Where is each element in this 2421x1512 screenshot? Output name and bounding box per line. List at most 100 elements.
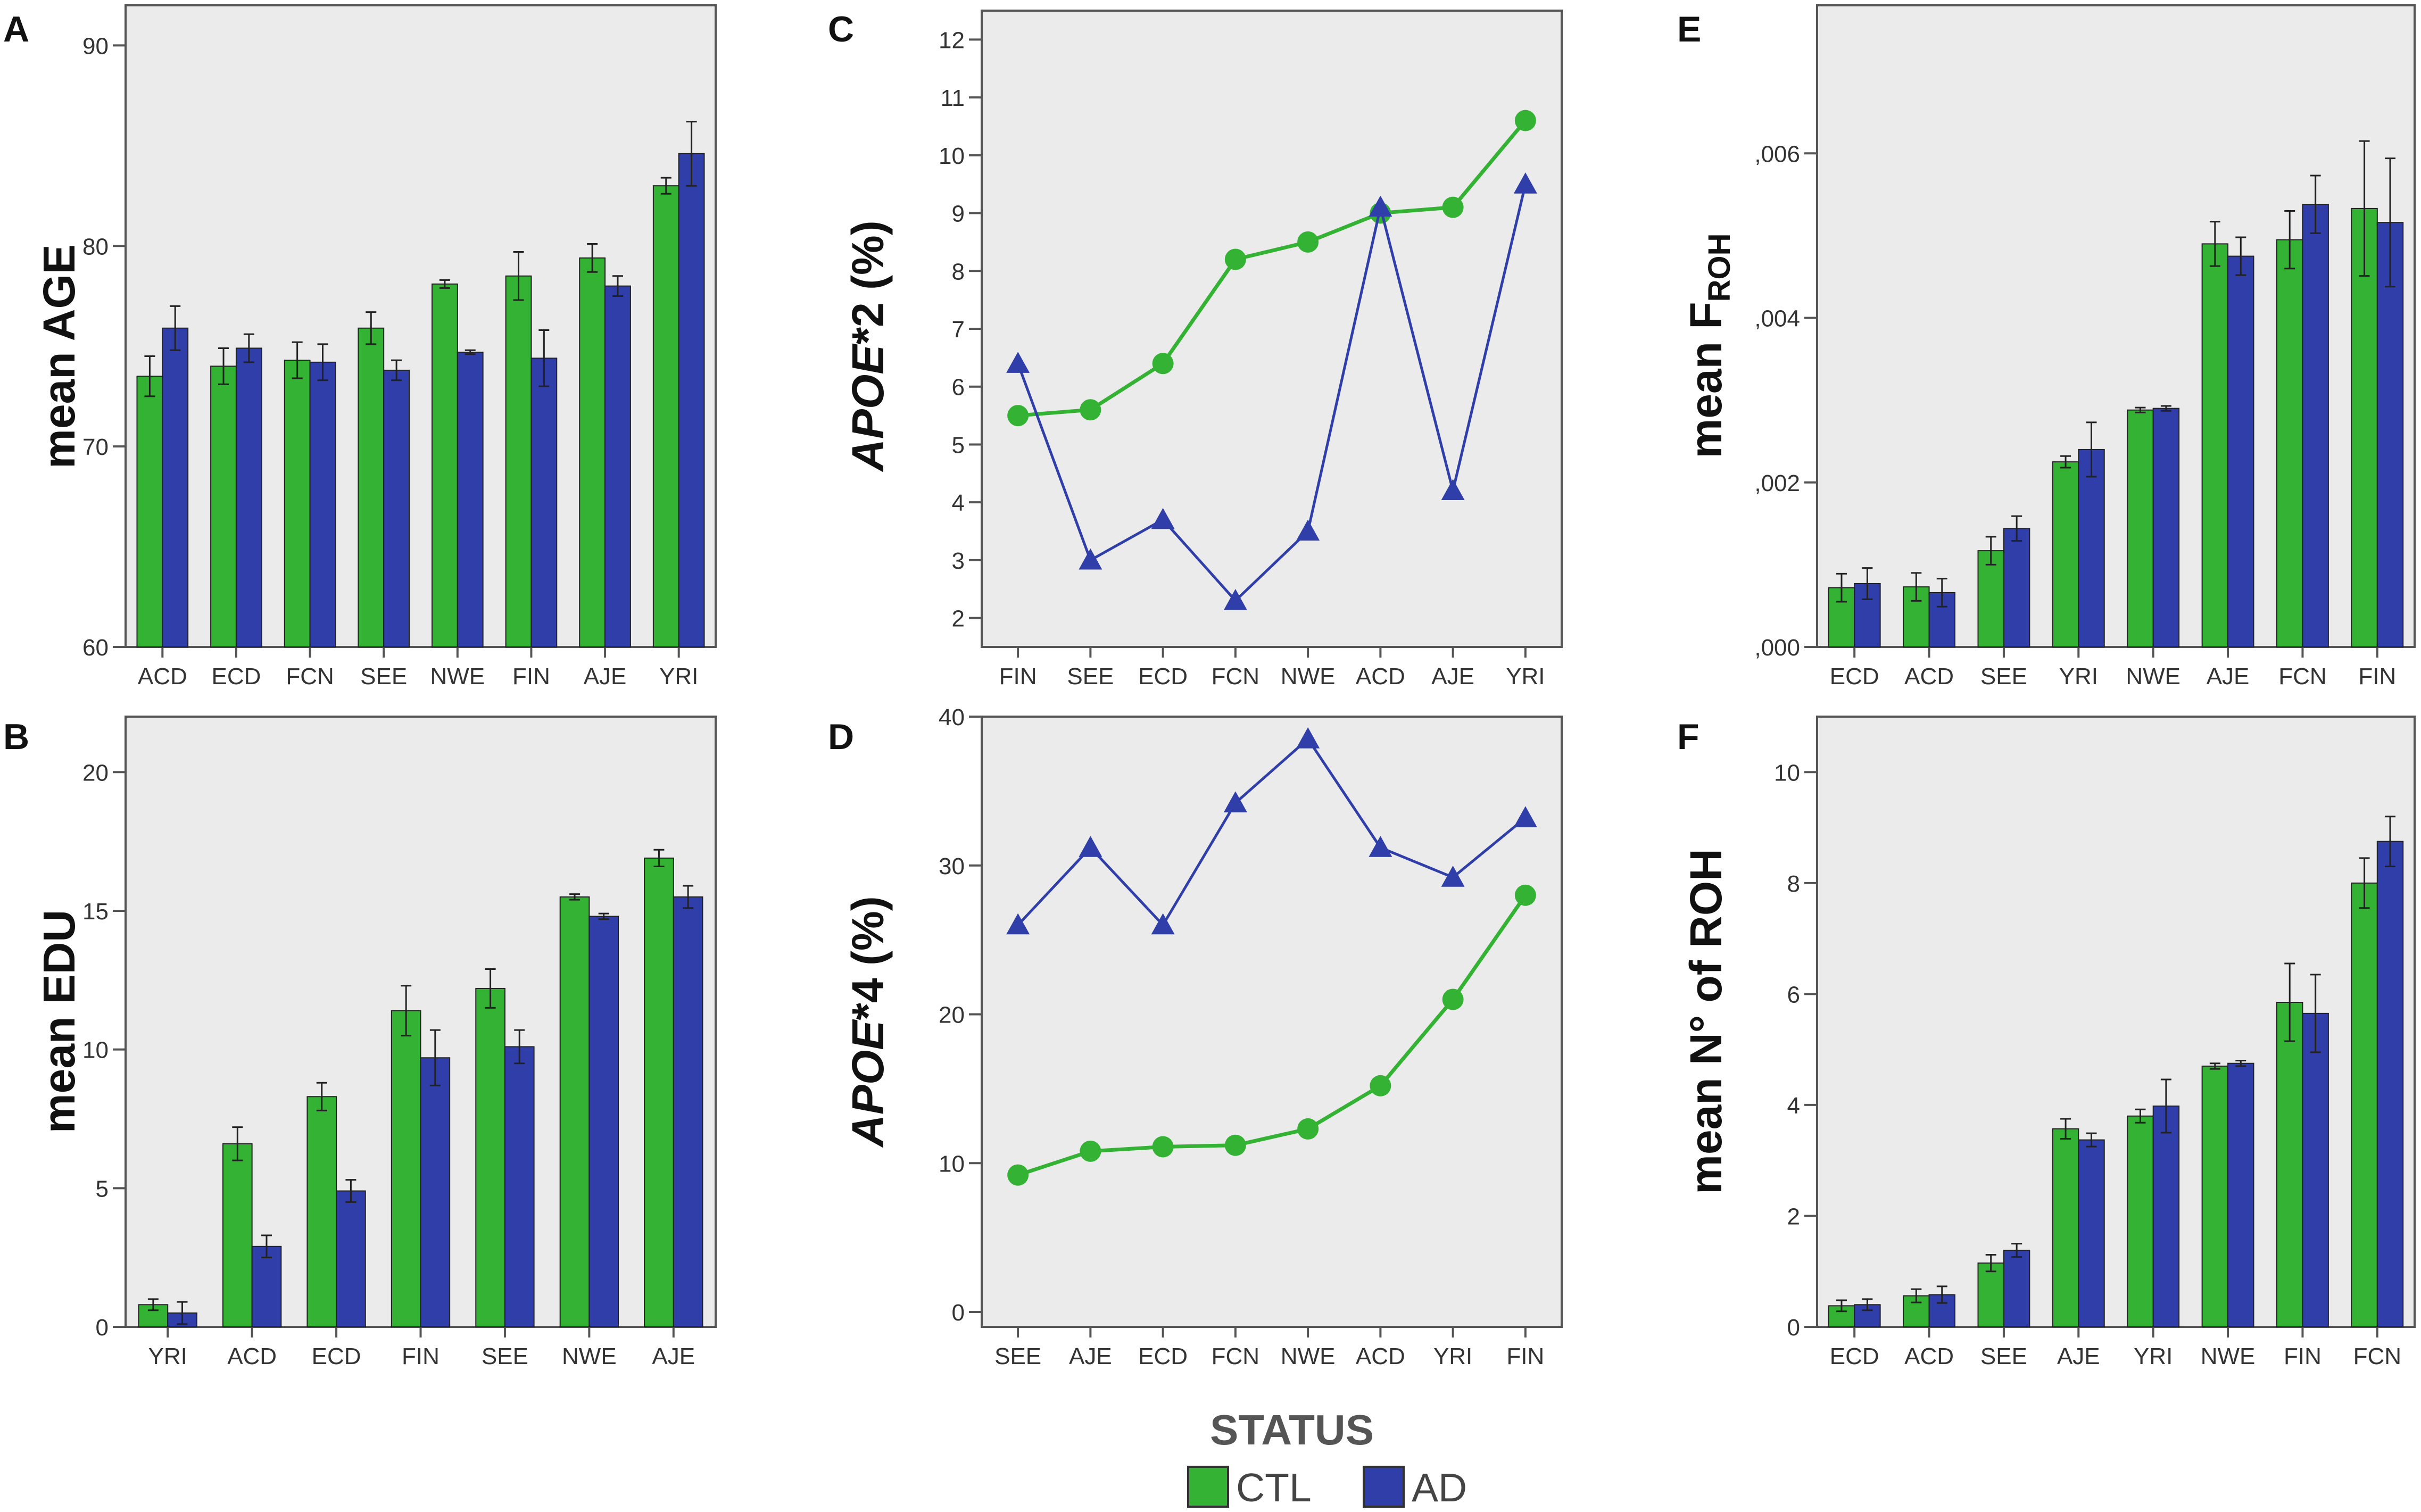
panel-label: A: [3, 9, 29, 49]
x-tick-label: FCN: [2278, 663, 2326, 689]
bar-ctl: [306, 1096, 337, 1327]
x-tick-label: YRI: [1506, 663, 1545, 689]
series-line-ad: [1016, 184, 1527, 603]
y-tick-label: 80: [82, 234, 109, 260]
y-tick-label: 5: [96, 1176, 109, 1202]
panel-b: B 0 5 10 15 20 mean EDU YRI ACD ECD FIN SEE NWE AJE: [3, 716, 717, 1369]
x-tick-label: AJE: [2207, 663, 2250, 689]
y-tick-label: 4: [1787, 1093, 1800, 1119]
point-ad: [1296, 519, 1320, 541]
x-tick-label: FIN: [2358, 663, 2396, 689]
x-tick-label: NWE: [2201, 1343, 2256, 1369]
plot-area: [981, 10, 1563, 648]
y-tick-label: 7: [952, 317, 965, 343]
y-tick-label: 10: [939, 1151, 965, 1177]
x-tick-label: NWE: [1281, 1343, 1336, 1369]
x-tick-label: YRI: [148, 1343, 187, 1369]
y-axis-title-text: mean F: [1681, 302, 1731, 458]
point-ctl: [1297, 1118, 1319, 1140]
panel-f: F 0 2 4 6 8 10 mean N° of ROH ECD ACD SEE AJE YRI NWE…: [1677, 716, 2416, 1369]
panel-label: C: [828, 9, 854, 49]
x-tick-label: FCN: [1212, 1343, 1259, 1369]
bar-ctl: [136, 376, 163, 647]
y-tick-label: 0: [96, 1315, 109, 1341]
series-line-ctl: [1017, 894, 1527, 1177]
bar-ctl: [431, 283, 458, 647]
bar-ad: [678, 153, 705, 647]
point-ad: [1441, 479, 1465, 501]
y-tick-label: 11: [940, 85, 965, 111]
y-tick-label: 40: [939, 704, 965, 730]
y-axis-title-text: mean N° of ROH: [1681, 849, 1731, 1194]
point-ad: [1079, 548, 1102, 570]
y-tick-label: 2: [1787, 1203, 1800, 1229]
bar-ad: [2376, 222, 2404, 647]
point-ad: [1513, 806, 1537, 827]
bar-ctl: [505, 275, 532, 647]
x-tick-label: ECD: [1830, 1343, 1879, 1369]
bar-ctl: [2201, 1065, 2229, 1328]
point-ctl: [1224, 1134, 1246, 1156]
bar-ctl: [1977, 1262, 2004, 1328]
y-tick-label: 4: [952, 490, 965, 516]
bar-ad: [504, 1046, 535, 1327]
point-ad: [1223, 791, 1247, 812]
y-tick-label: 0: [1787, 1315, 1800, 1341]
x-tick-label: AJE: [652, 1343, 695, 1369]
bar-ctl: [2351, 207, 2378, 647]
panel-label: D: [828, 717, 854, 757]
bar-ad: [530, 358, 558, 647]
point-ad: [1296, 727, 1320, 749]
y-tick-label: 3: [952, 548, 965, 574]
y-tick-label: 70: [82, 434, 109, 460]
x-tick-label: FIN: [512, 663, 550, 689]
y-tick-label: ,000: [1754, 635, 1800, 661]
y-axis-title-subscript: ROH: [1702, 234, 1737, 302]
x-tick-label: NWE: [430, 663, 485, 689]
y-tick-label: 2: [952, 606, 965, 632]
x-tick-label: ACD: [227, 1343, 277, 1369]
y-tick-label: 15: [82, 899, 109, 925]
bar-ctl: [644, 857, 674, 1328]
y-tick-label: 8: [952, 259, 965, 285]
y-tick-label: 20: [939, 1002, 965, 1028]
x-tick-label: FIN: [1506, 1343, 1544, 1369]
bar-ad: [2152, 1105, 2180, 1328]
plot-area: [981, 716, 1563, 1328]
y-tick-label: 6: [952, 375, 965, 401]
panel-label: E: [1677, 9, 1701, 49]
y-axis-title-italic: APOE: [843, 1019, 893, 1148]
bar-ctl: [391, 1010, 421, 1328]
bar-ad: [383, 369, 410, 647]
point-ad: [1079, 836, 1102, 857]
y-axis-title-italic: APOE: [843, 343, 893, 472]
x-tick-label: SEE: [482, 1343, 528, 1369]
y-axis-title: mean EDU: [34, 910, 84, 1133]
x-tick-label: FIN: [2284, 1343, 2321, 1369]
x-tick-label: AJE: [2057, 1343, 2100, 1369]
x-tick-label: SEE: [1067, 663, 1114, 689]
x-tick-label: ACD: [1904, 1343, 1954, 1369]
y-axis-title-rest: *4 (%): [843, 896, 893, 1020]
point-ctl: [1080, 399, 1101, 421]
point-ad: [1441, 866, 1465, 887]
bar-ctl: [284, 360, 311, 647]
x-tick-label: NWE: [1281, 663, 1336, 689]
bar-ad: [2078, 1139, 2105, 1327]
y-tick-label: 90: [82, 33, 109, 59]
bar-ctl: [475, 987, 505, 1328]
bar-ad: [2003, 528, 2030, 647]
bar-ad: [588, 916, 619, 1327]
bar-ctl: [2127, 409, 2154, 647]
legend-swatch-ctl: [1187, 1466, 1229, 1508]
point-ctl: [1442, 196, 1464, 218]
bar-ad: [457, 351, 484, 647]
point-ad: [1006, 913, 1030, 935]
y-tick-label: 60: [82, 635, 109, 661]
bar-ad: [673, 896, 703, 1327]
bar-ctl: [2052, 1128, 2079, 1327]
bar-ad: [162, 327, 189, 647]
bar-ad: [420, 1057, 451, 1327]
x-tick-label: ACD: [138, 663, 187, 689]
